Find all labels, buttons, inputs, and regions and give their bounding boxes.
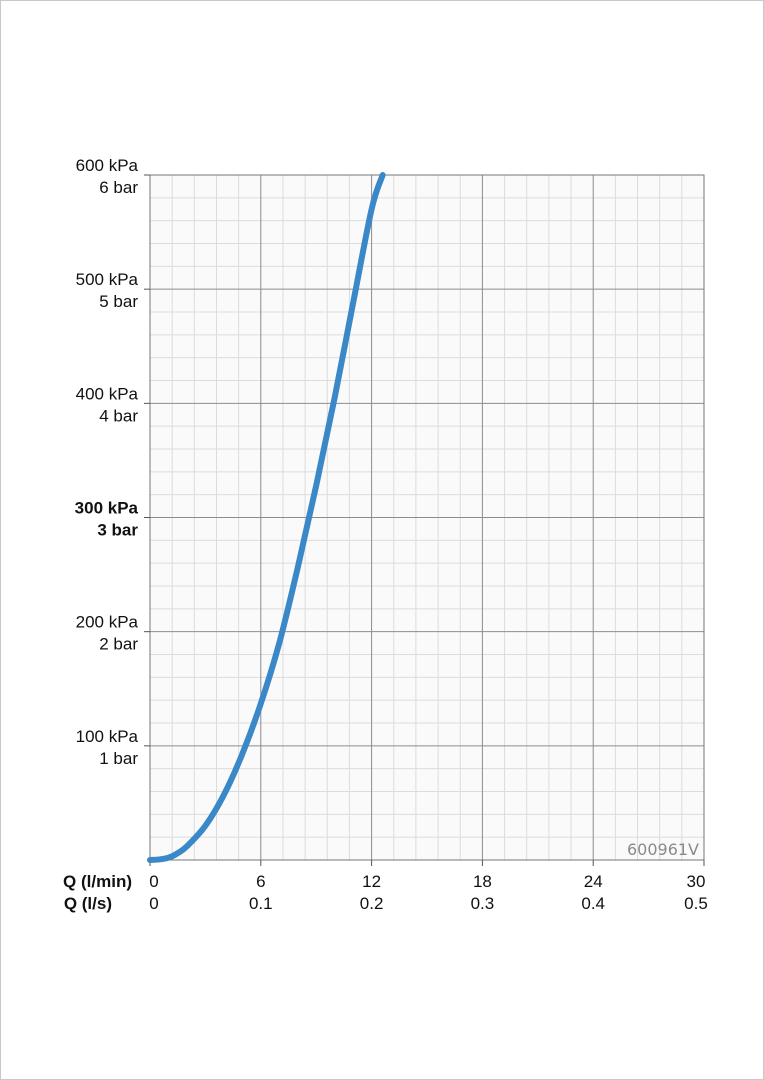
y-tick-label-kpa: 300 kPa xyxy=(75,499,139,518)
y-tick-label-kpa: 600 kPa xyxy=(76,156,139,175)
y-tick-label-bar: 3 bar xyxy=(97,521,138,540)
y-tick-label-kpa: 500 kPa xyxy=(76,270,139,289)
x-tick-label-ls: 0 xyxy=(149,894,158,913)
x-tick-label-lmin: 6 xyxy=(256,872,265,891)
y-tick-label-bar: 6 bar xyxy=(99,178,138,197)
y-axis-ticks: 100 kPa 1 bar 200 kPa 2 bar 300 kPa 3 bar 400 … xyxy=(75,156,150,768)
x-tick-label-ls: 0.1 xyxy=(249,894,273,913)
major-grid xyxy=(150,175,704,860)
x-tick: 240.4 xyxy=(581,860,605,913)
x-axis-title-secondary: Q (l/s) xyxy=(64,894,112,913)
x-tick: 300.5 xyxy=(684,860,708,913)
y-tick: 300 kPa 3 bar xyxy=(75,499,150,540)
x-tick-label-lmin: 18 xyxy=(473,872,492,891)
y-tick: 100 kPa 1 bar xyxy=(76,727,150,768)
y-tick-label-bar: 5 bar xyxy=(99,292,138,311)
y-tick: 600 kPa 6 bar xyxy=(76,156,150,197)
y-tick-label-bar: 4 bar xyxy=(99,406,138,425)
watermark: 600961V xyxy=(627,840,699,859)
x-tick: 120.2 xyxy=(360,860,384,913)
x-tick: 180.3 xyxy=(471,860,495,913)
x-tick-label-lmin: 12 xyxy=(362,872,381,891)
x-tick-label-ls: 0.2 xyxy=(360,894,384,913)
y-tick-label-kpa: 100 kPa xyxy=(76,727,139,746)
x-tick-label-lmin: 24 xyxy=(584,872,603,891)
x-tick-label-ls: 0.5 xyxy=(684,894,708,913)
x-tick-label-lmin: 0 xyxy=(149,872,158,891)
x-axis-title-primary: Q (l/min) xyxy=(63,872,132,891)
series-line xyxy=(147,172,386,863)
y-tick-label-bar: 2 bar xyxy=(99,635,138,654)
y-tick-label-kpa: 200 kPa xyxy=(76,613,139,632)
y-tick-label-kpa: 400 kPa xyxy=(76,384,139,403)
x-tick: 60.1 xyxy=(249,860,273,913)
y-tick: 500 kPa 5 bar xyxy=(76,270,150,311)
x-tick: 00 xyxy=(149,860,159,913)
y-tick-label-bar: 1 bar xyxy=(99,749,138,768)
y-tick: 400 kPa 4 bar xyxy=(76,384,150,425)
x-tick-label-lmin: 30 xyxy=(687,872,706,891)
x-tick-label-ls: 0.3 xyxy=(471,894,495,913)
x-tick-label-ls: 0.4 xyxy=(581,894,605,913)
y-tick: 200 kPa 2 bar xyxy=(76,613,150,654)
